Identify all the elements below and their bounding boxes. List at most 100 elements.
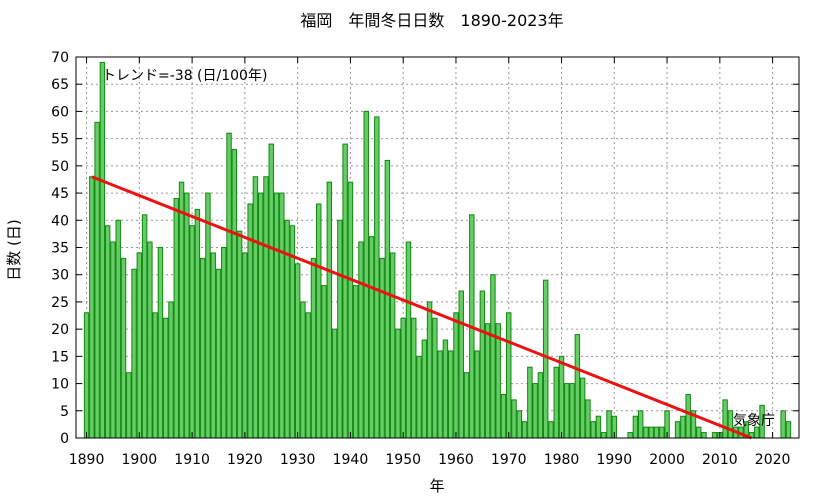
bar-1966 bbox=[484, 323, 491, 439]
bar-1943 bbox=[363, 110, 369, 439]
bar-1901 bbox=[141, 214, 148, 439]
bar-1925 bbox=[268, 143, 274, 439]
bar-1978 bbox=[548, 421, 554, 439]
x-tick-label: 1900 bbox=[122, 452, 158, 468]
bar-1946 bbox=[379, 257, 385, 439]
y-tick-label: 5 bbox=[60, 404, 69, 420]
y-tick-label: 0 bbox=[60, 431, 69, 447]
bar-1958 bbox=[442, 339, 449, 439]
bar-1910 bbox=[189, 225, 195, 439]
x-tick-label: 1950 bbox=[385, 452, 421, 468]
bar-1890 bbox=[83, 312, 90, 439]
bar-1981 bbox=[564, 383, 570, 439]
y-tick-label: 30 bbox=[51, 268, 69, 284]
trend-line bbox=[91, 175, 753, 440]
bar-2002 bbox=[674, 421, 681, 439]
bar-1944 bbox=[368, 236, 375, 439]
bar-1994 bbox=[632, 415, 639, 439]
bar-2009 bbox=[711, 432, 718, 439]
bar-1912 bbox=[199, 257, 206, 439]
bar-1914 bbox=[210, 252, 216, 439]
y-tick-label: 50 bbox=[51, 159, 69, 175]
bar-1989 bbox=[606, 410, 612, 439]
bar-1907 bbox=[173, 198, 179, 439]
bar-1969 bbox=[500, 393, 507, 439]
bar-1920 bbox=[242, 252, 248, 439]
bar-1893 bbox=[99, 61, 106, 439]
bar-1892 bbox=[94, 121, 100, 439]
bar-1998 bbox=[653, 426, 660, 439]
bar-1999 bbox=[659, 426, 665, 439]
bar-1970 bbox=[506, 312, 512, 439]
bar-1959 bbox=[447, 350, 454, 439]
bar-1987 bbox=[595, 415, 602, 439]
bar-1982 bbox=[569, 383, 575, 439]
bar-1973 bbox=[521, 421, 528, 439]
bar-1941 bbox=[352, 285, 359, 439]
y-tick-label: 25 bbox=[51, 295, 69, 311]
bar-1951 bbox=[405, 241, 412, 439]
bar-1960 bbox=[453, 312, 459, 439]
bar-1903 bbox=[152, 312, 158, 439]
bar-1979 bbox=[553, 366, 559, 439]
x-tick-label: 1920 bbox=[227, 452, 263, 468]
bar-1968 bbox=[495, 323, 501, 439]
bar-1904 bbox=[157, 247, 164, 439]
bar-1974 bbox=[527, 366, 533, 439]
bar-1984 bbox=[579, 377, 586, 439]
bar-1911 bbox=[194, 208, 201, 439]
source-label: 気象庁 bbox=[733, 413, 775, 429]
bar-1902 bbox=[147, 241, 153, 439]
bar-1924 bbox=[263, 176, 269, 439]
bar-1926 bbox=[273, 192, 280, 439]
bar-1908 bbox=[178, 181, 185, 439]
bar-1996 bbox=[643, 426, 649, 439]
bar-2023 bbox=[785, 421, 792, 439]
bar-1897 bbox=[120, 257, 127, 439]
bar-1938 bbox=[337, 219, 343, 439]
bar-2004 bbox=[685, 393, 691, 439]
bar-1922 bbox=[252, 176, 259, 439]
bar-1976 bbox=[537, 372, 544, 439]
x-tick-label: 1980 bbox=[544, 452, 580, 468]
bar-1939 bbox=[342, 143, 348, 439]
bar-1947 bbox=[384, 159, 391, 439]
bar-1967 bbox=[490, 274, 496, 439]
bar-1899 bbox=[131, 268, 137, 439]
x-tick-label: 2010 bbox=[702, 452, 738, 468]
x-tick-label: 1930 bbox=[280, 452, 316, 468]
bar-1940 bbox=[347, 181, 354, 439]
y-tick-label: 65 bbox=[51, 77, 69, 93]
bar-1942 bbox=[358, 241, 364, 439]
bar-1948 bbox=[389, 252, 396, 439]
bar-1977 bbox=[542, 279, 549, 439]
bar-1956 bbox=[432, 317, 438, 439]
bar-1917 bbox=[226, 132, 232, 439]
y-tick-label: 40 bbox=[51, 213, 69, 229]
bar-1997 bbox=[648, 426, 654, 439]
y-tick-label: 70 bbox=[51, 50, 69, 66]
x-tick-label: 2000 bbox=[649, 452, 685, 468]
bar-2003 bbox=[680, 415, 686, 439]
bar-1988 bbox=[601, 432, 607, 439]
bar-1952 bbox=[411, 317, 417, 439]
bar-1905 bbox=[162, 317, 169, 439]
axis-ticks: 0 5 10 15 20 25 30 35 40 45 50 55 60 65 70 1890 1900 1910… bbox=[51, 50, 799, 468]
y-axis-label: 日数 (日) bbox=[5, 219, 23, 280]
bar-1894 bbox=[104, 225, 111, 439]
bar-1971 bbox=[511, 399, 517, 439]
bar-1930 bbox=[294, 263, 301, 439]
y-tick-label: 15 bbox=[51, 349, 69, 365]
bar-1906 bbox=[168, 301, 174, 439]
x-tick-label: 1940 bbox=[333, 452, 369, 468]
bar-1957 bbox=[437, 350, 443, 439]
x-tick-label: 1990 bbox=[596, 452, 632, 468]
bar-1964 bbox=[474, 350, 480, 439]
bar-1895 bbox=[110, 241, 116, 439]
bar-1915 bbox=[215, 268, 222, 439]
bar-1919 bbox=[236, 230, 243, 439]
bar-1953 bbox=[416, 355, 422, 439]
bar-1937 bbox=[331, 328, 338, 439]
bar-1993 bbox=[627, 432, 633, 439]
